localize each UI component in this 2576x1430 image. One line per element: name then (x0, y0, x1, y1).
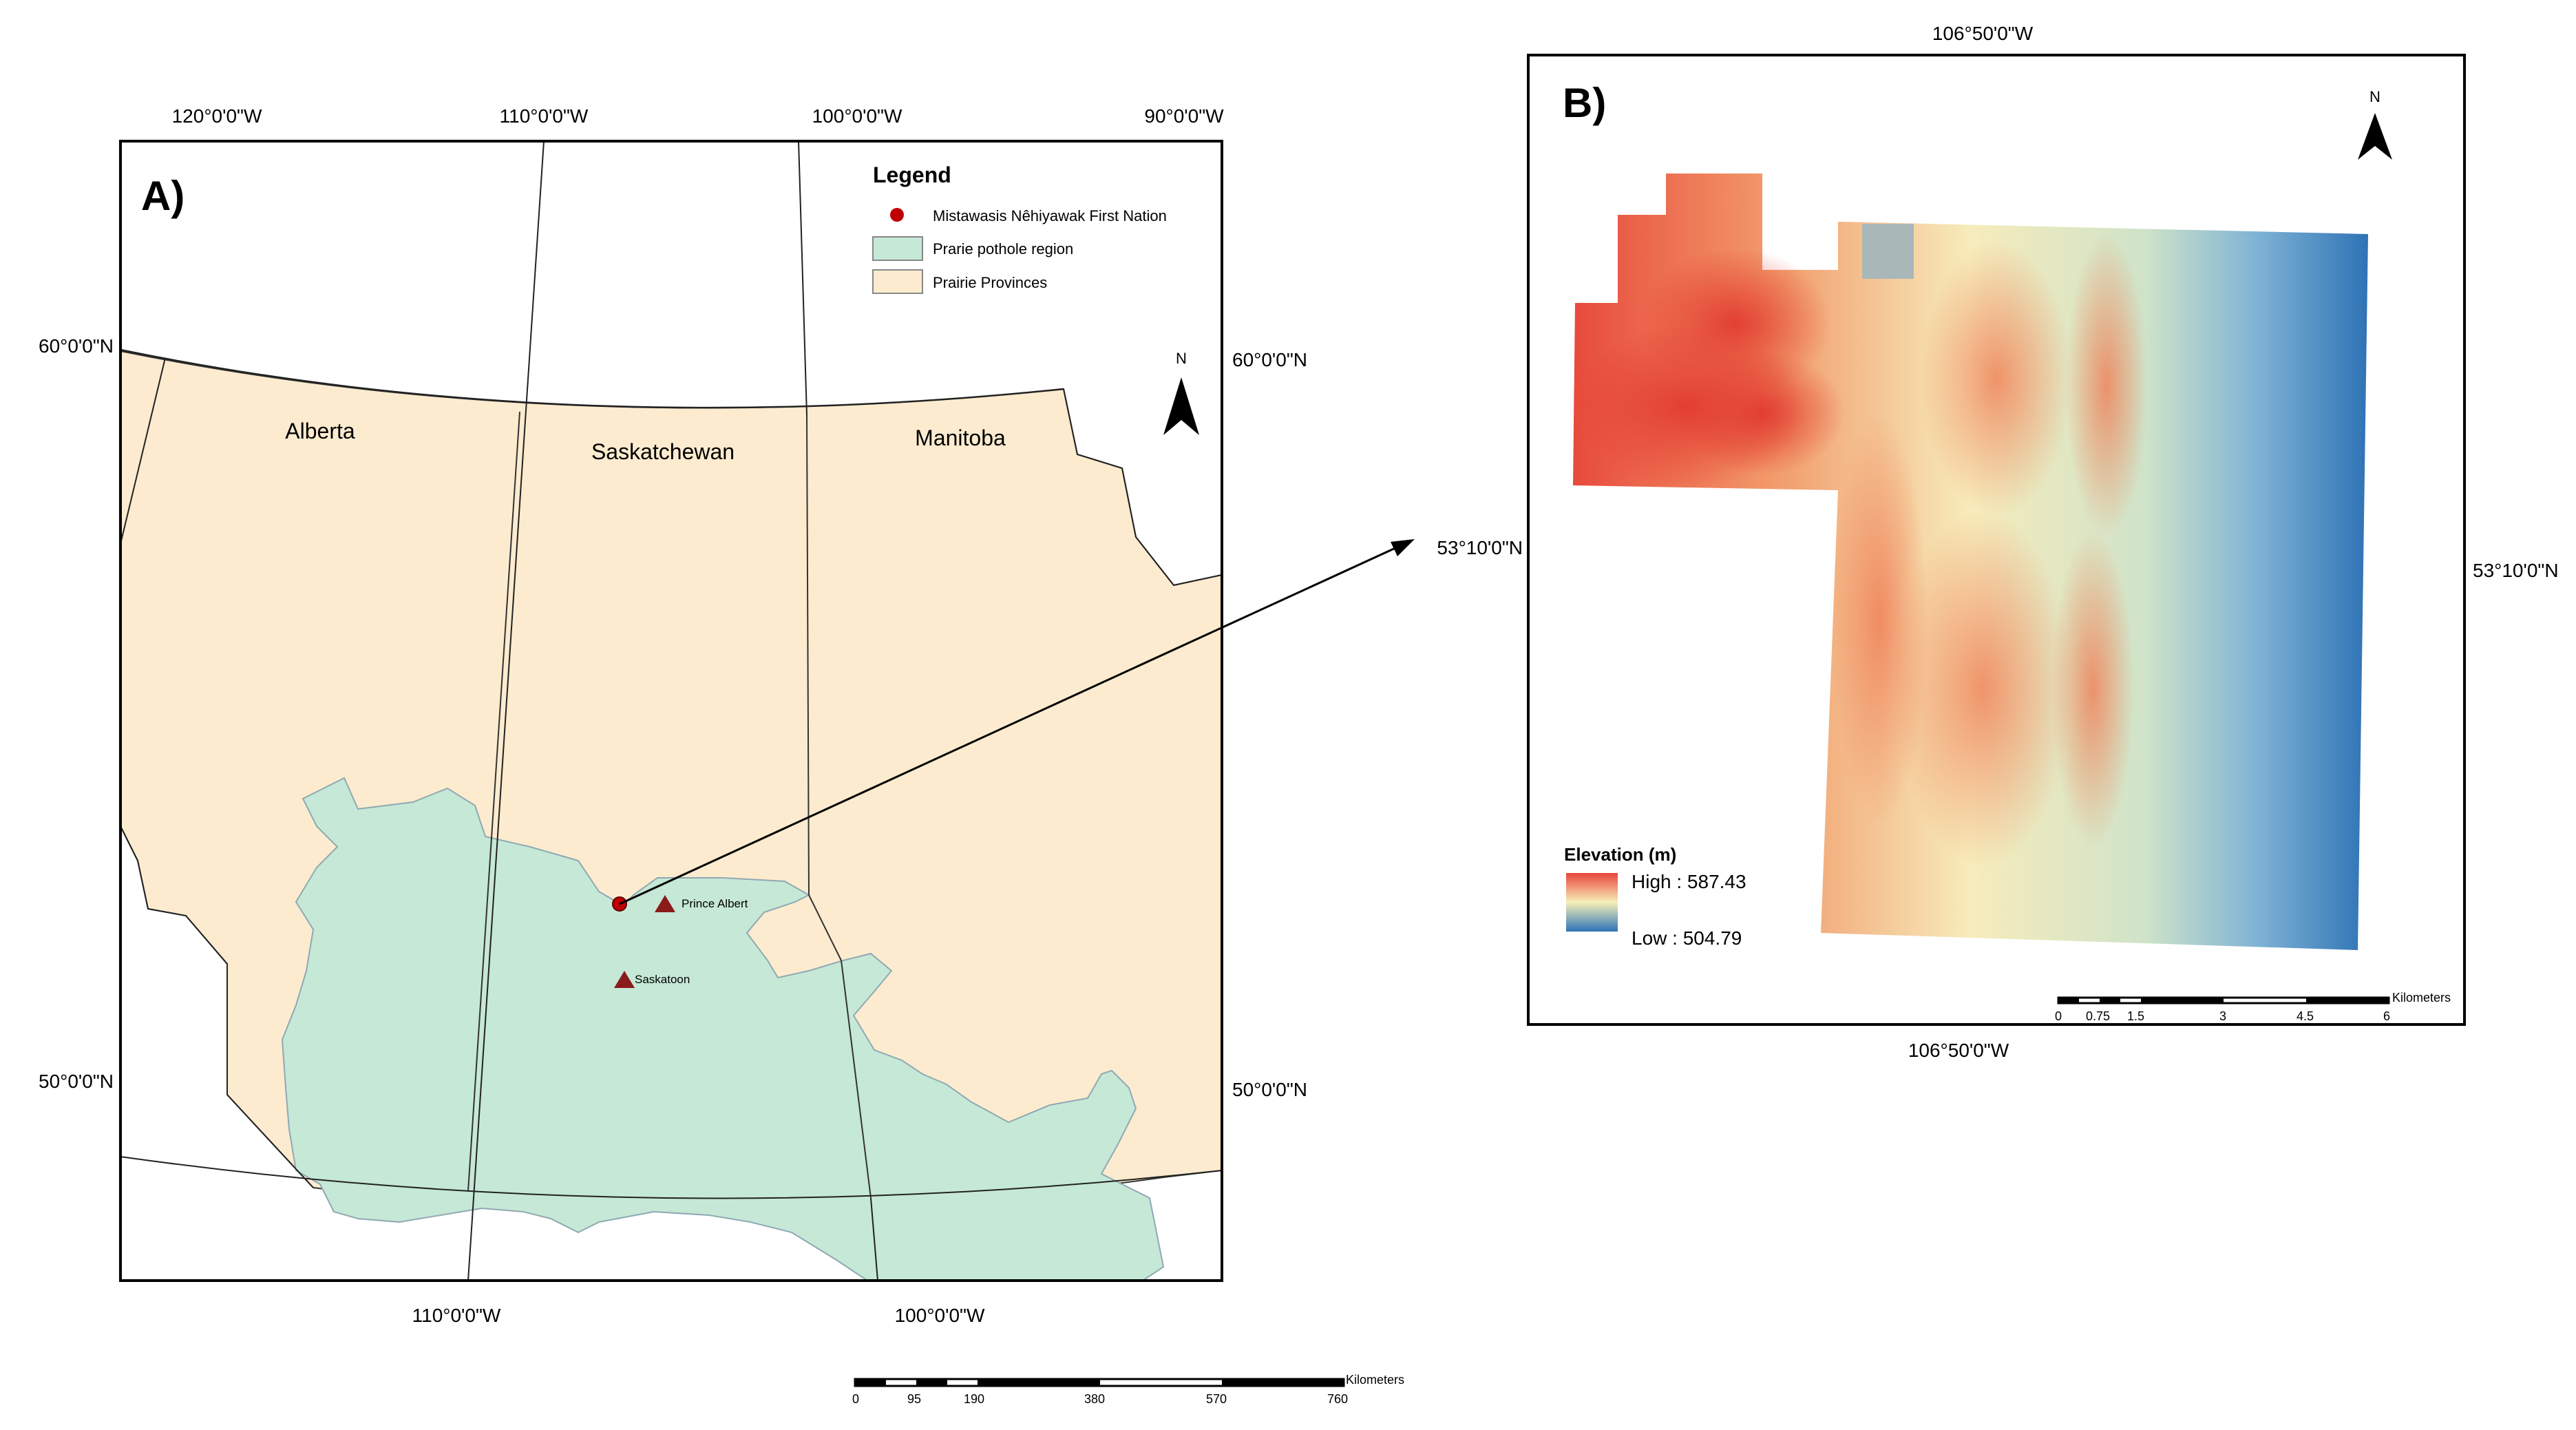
north-arrow-a-right-half (1181, 377, 1199, 435)
scalebar-a-tick-380: 380 (1084, 1392, 1105, 1406)
elevation-raster (1570, 174, 2368, 950)
prince-albert-marker (655, 895, 675, 912)
scalebar-b-tick-1.5: 1.5 (2127, 1009, 2144, 1023)
panel-a-map-body (120, 141, 1222, 1281)
north-arrow-a-left-half (1163, 377, 1181, 435)
scalebar-b-seg-2 (2100, 998, 2120, 1003)
alberta-saskatchewan-border (467, 411, 520, 1192)
north-arrow-b-left-half (2358, 113, 2375, 160)
lat-label-left-60n: 60°0'0"N (39, 335, 114, 357)
scalebar-b-unit: Kilometers (2392, 991, 2451, 1005)
scalebar-a-tick-760: 760 (1327, 1392, 1348, 1406)
legend-first-nation-label: Mistawasis Nêhiyawak First Nation (933, 207, 1167, 224)
legend-first-nation-swatch (890, 208, 904, 222)
legend-title: Legend (873, 162, 951, 187)
legend: Legend Mistawasis Nêhiyawak First Nation… (872, 162, 1167, 294)
lon-label-bottom-100w: 100°0'0"W (895, 1305, 985, 1326)
alberta-bc-border (120, 357, 166, 545)
lon-label-bottom-110w: 110°0'0"W (412, 1305, 501, 1326)
province-label-saskatchewan: Saskatchewan (591, 439, 735, 464)
city-label-saskatoon: Saskatoon (635, 973, 690, 986)
north-arrow-b-right-half (2375, 113, 2392, 160)
north-arrow-b-label: N (2369, 88, 2380, 105)
scalebar-b-seg-3 (2141, 998, 2224, 1003)
scalebar-b-seg-4 (2306, 998, 2389, 1003)
scalebar-a-tick-0: 0 (852, 1392, 859, 1406)
scalebar-b-tick-0: 0 (2055, 1009, 2062, 1023)
scalebar-b: Kilometers 0 0.75 1.5 3 4.5 6 (2055, 991, 2451, 1023)
north-arrow-b: N (2358, 88, 2392, 160)
connector-arrowhead (1391, 539, 1415, 556)
panel-a-map: A) 120°0'0"W 110°0'0"W 100°0'0"W 90°0'0"… (39, 105, 1404, 1406)
legend-pothole-label: Prarie pothole region (933, 240, 1073, 257)
scalebar-a-seg-4 (1222, 1379, 1344, 1386)
scalebar-a-seg-3 (978, 1379, 1100, 1386)
graticule-100W-south (870, 1197, 878, 1281)
inset-connector-arrow (619, 539, 1415, 905)
scalebar-b-tick-4.5: 4.5 (2297, 1009, 2314, 1023)
lon-label-bottom-b: 106°50'0"W (1908, 1040, 2009, 1061)
province-label-manitoba: Manitoba (915, 425, 1006, 450)
city-label-prince-albert: Prince Albert (682, 897, 748, 910)
panel-b-map: B) 106°50'0"W 106°50'0"W 53°10'0"N 53°10… (1437, 23, 2558, 1061)
alberta-west-border (120, 826, 314, 1188)
scalebar-b-tick-6: 6 (2383, 1009, 2390, 1023)
lat-label-right-b: 53°10'0"N (2473, 560, 2559, 581)
lat-label-left-b: 53°10'0"N (1437, 537, 1523, 558)
lon-label-top-120w: 120°0'0"W (172, 105, 262, 127)
scalebar-b-tick-0.75: 0.75 (2086, 1009, 2110, 1023)
scalebar-b-tick-3: 3 (2219, 1009, 2226, 1023)
lon-label-top-b: 106°50'0"W (1932, 23, 2034, 44)
graticule-60N (120, 348, 1064, 409)
scalebar-a-tick-570: 570 (1206, 1392, 1227, 1406)
water-body (1862, 224, 1914, 279)
lat-label-right-60n: 60°0'0"N (1232, 349, 1307, 370)
graticule-100W (798, 141, 807, 416)
elevation-warm-zone-1 (1921, 241, 2072, 516)
lat-label-left-50n: 50°0'0"N (39, 1071, 114, 1092)
elevation-legend-high: High : 587.43 (1632, 871, 1746, 892)
coastline-hudson-bay (1063, 388, 1222, 587)
legend-provinces-label: Prairie Provinces (933, 274, 1047, 291)
lon-label-top-100w: 100°0'0"W (812, 105, 902, 127)
scalebar-a-seg-2 (916, 1379, 947, 1386)
scalebar-a-unit: Kilometers (1346, 1373, 1404, 1387)
scalebar-a-tick-95: 95 (907, 1392, 921, 1406)
elevation-warm-zone-4 (1831, 413, 1928, 826)
legend-pothole-swatch (872, 236, 923, 261)
panel-a-frame (119, 140, 1223, 1282)
elevation-legend: Elevation (m) High : 587.43 Low : 504.79 (1564, 844, 1746, 949)
scalebar-a: Kilometers 0 95 190 380 570 760 (852, 1373, 1404, 1406)
scalebar-a-tick-190: 190 (964, 1392, 984, 1406)
graticule-49N (120, 1156, 1222, 1199)
elevation-warm-zone-2 (2065, 234, 2148, 537)
saskatoon-marker (614, 971, 635, 988)
elevation-warm-zone-5 (2051, 530, 2134, 847)
graticule-110W (467, 141, 545, 1281)
elevation-legend-title: Elevation (m) (1564, 844, 1676, 865)
saskatchewan-manitoba-border (806, 414, 872, 1199)
province-label-alberta: Alberta (285, 419, 355, 443)
elevation-high-zone-3 (1680, 351, 1845, 475)
scalebar-a-seg-1 (855, 1379, 886, 1386)
panel-b-label: B) (1563, 80, 1606, 126)
elevation-warm-zone-3 (1893, 509, 2072, 868)
lon-label-top-90w: 90°0'0"W (1144, 105, 1224, 127)
elevation-legend-low: Low : 504.79 (1632, 927, 1742, 949)
legend-provinces-swatch (872, 269, 923, 294)
elevation-color-ramp (1566, 873, 1618, 932)
lon-label-top-110w: 110°0'0"W (500, 105, 589, 127)
panel-a-label: A) (141, 173, 184, 219)
prairie-pothole-region (281, 777, 1165, 1281)
lat-label-right-50n: 50°0'0"N (1232, 1079, 1307, 1100)
connector-line (619, 543, 1405, 905)
north-arrow-a-label: N (1176, 350, 1187, 367)
north-arrow-a: N (1163, 350, 1199, 435)
scalebar-b-seg-1 (2058, 998, 2079, 1003)
